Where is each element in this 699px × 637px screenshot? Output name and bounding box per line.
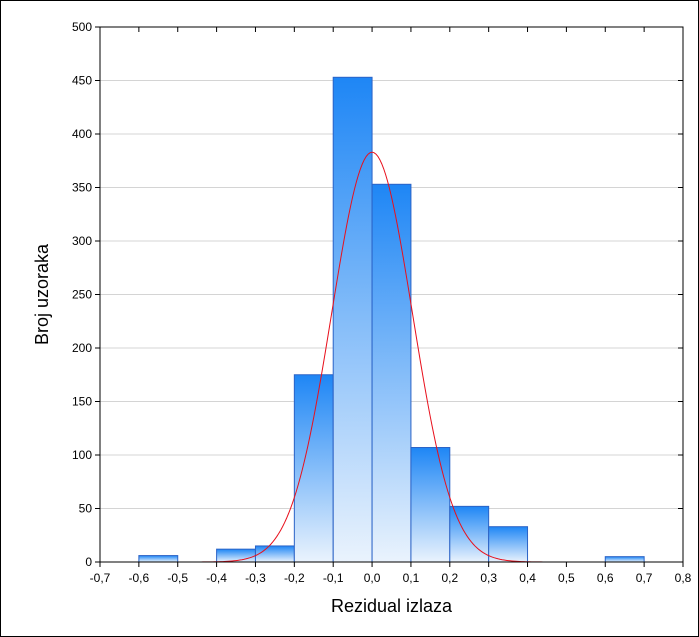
y-tick-label-6: 300 xyxy=(72,234,92,248)
y-tick-label-1: 50 xyxy=(79,502,93,516)
x-tick-label-2: -0,5 xyxy=(167,571,188,585)
y-tick-label-2: 100 xyxy=(72,448,92,462)
y-tick-label-0: 0 xyxy=(85,555,92,569)
x-tick-label-0: -0,7 xyxy=(90,571,111,585)
x-tick-label-6: -0,1 xyxy=(323,571,344,585)
x-axis-title: Rezidual izlaza xyxy=(331,596,453,616)
bars xyxy=(138,76,645,563)
x-tick-label-1: -0,6 xyxy=(129,571,150,585)
x-tick-label-11: 0,4 xyxy=(519,571,536,585)
histogram-bar-4 xyxy=(293,374,334,563)
x-tick-label-7: 0,0 xyxy=(364,571,381,585)
x-tick-label-14: 0,7 xyxy=(636,571,653,585)
y-tick-label-8: 400 xyxy=(72,127,92,141)
histogram-bar-9 xyxy=(488,526,529,563)
y-tick-label-3: 150 xyxy=(72,395,92,409)
x-tick-label-5: -0,2 xyxy=(284,571,305,585)
x-tick-label-15: 0,8 xyxy=(675,571,692,585)
y-tick-label-9: 450 xyxy=(72,74,92,88)
x-tick-label-9: 0,2 xyxy=(441,571,458,585)
y-axis-ticks: 0 50 100 150 200 250 300 350 400 450 500 xyxy=(72,20,683,569)
x-tick-label-13: 0,6 xyxy=(597,571,614,585)
y-axis-title: Broj uzoraka xyxy=(32,243,52,345)
x-axis-ticks: -0,7 -0,6 -0,5 -0,4 -0,3 -0,2 -0,1 0,0 0,1 0,2 0,3… xyxy=(90,27,692,585)
x-tick-label-4: -0,3 xyxy=(245,571,266,585)
x-tick-label-3: -0,4 xyxy=(206,571,227,585)
x-tick-label-10: 0,3 xyxy=(480,571,497,585)
y-tick-label-10: 500 xyxy=(72,20,92,34)
y-tick-label-5: 250 xyxy=(72,288,92,302)
histogram-bar-0 xyxy=(138,555,179,563)
histogram-bar-2 xyxy=(216,548,256,563)
y-tick-label-4: 200 xyxy=(72,341,92,355)
x-tick-label-12: 0,5 xyxy=(558,571,575,585)
histogram-bar-7 xyxy=(410,447,451,563)
histogram-bar-6 xyxy=(371,183,412,563)
histogram-bar-3 xyxy=(254,545,295,563)
histogram-bar-12 xyxy=(604,556,645,563)
histogram-bar-5 xyxy=(332,76,373,563)
x-tick-label-8: 0,1 xyxy=(403,571,420,585)
y-tick-label-7: 350 xyxy=(72,181,92,195)
